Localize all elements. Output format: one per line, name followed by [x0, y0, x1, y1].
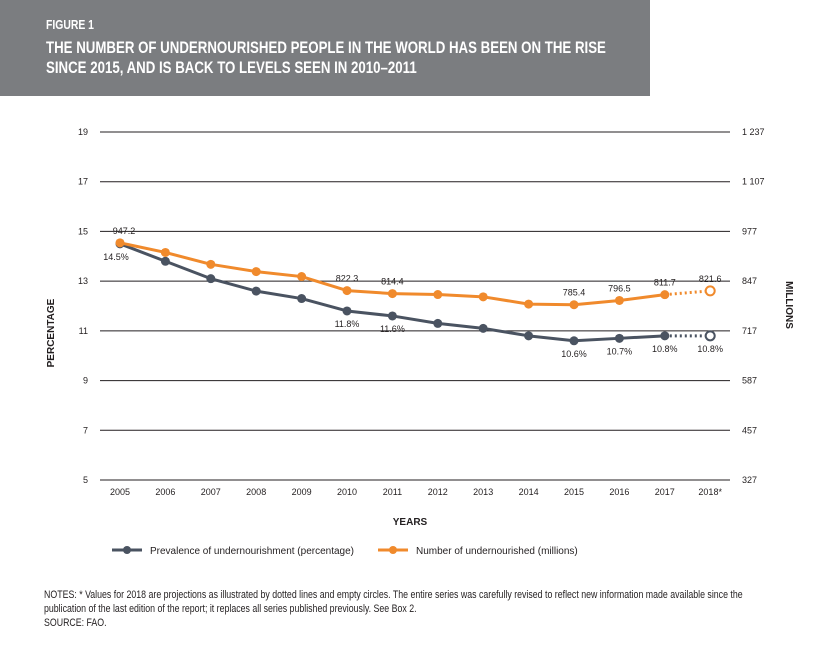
- data-label: 796.5: [608, 283, 631, 293]
- x-tick-label: 2016: [609, 487, 629, 497]
- data-label: 10.8%: [652, 344, 678, 354]
- data-point: [433, 318, 443, 328]
- data-label: 10.8%: [697, 344, 723, 354]
- x-tick-label: 2011: [383, 487, 402, 497]
- data-point-projected: [704, 285, 716, 297]
- notes: NOTES: * Values for 2018 are projections…: [44, 588, 780, 630]
- data-point: [660, 331, 670, 341]
- y-axis-left-title: PERCENTAGE: [46, 298, 57, 367]
- series-group: [115, 238, 716, 346]
- data-label: 11.8%: [335, 319, 360, 329]
- data-point: [478, 292, 488, 302]
- data-label: 10.7%: [607, 346, 633, 356]
- y-axis-left: 5 7 9 11 13 15 17 19: [78, 127, 88, 485]
- x-tick-label: 2005: [110, 487, 130, 497]
- y-left-tick-label: 15: [78, 226, 88, 236]
- y-left-tick-label: 7: [83, 425, 88, 435]
- data-point: [115, 238, 125, 248]
- y-axis-right: 327 457 587 717 847 977 1 107 1 237: [742, 127, 765, 485]
- legend-label-number: Number of undernourished (millions): [416, 546, 578, 557]
- data-point: [433, 290, 443, 300]
- y-axis-right-title: MILLIONS: [783, 281, 794, 329]
- data-point: [387, 289, 397, 299]
- y-left-tick-label: 11: [79, 326, 88, 336]
- data-label: 947.2: [113, 226, 136, 236]
- y-right-tick-label: 327: [742, 475, 757, 485]
- x-tick-label: 2009: [292, 487, 312, 497]
- y-left-tick-label: 19: [78, 127, 88, 137]
- data-label: 811.7: [654, 278, 676, 288]
- data-point: [251, 286, 261, 296]
- x-tick-label: 2007: [201, 487, 221, 497]
- legend-label-prevalence: Prevalence of undernourishment (percenta…: [150, 546, 354, 557]
- y-right-tick-label: 457: [742, 425, 757, 435]
- legend-marker-prevalence: [123, 546, 131, 554]
- data-point: [160, 247, 170, 257]
- y-right-tick-label: 1 237: [742, 127, 765, 137]
- data-point: [342, 286, 352, 296]
- y-left-tick-label: 13: [78, 276, 88, 286]
- y-left-tick-label: 17: [78, 177, 88, 187]
- data-label: 10.6%: [561, 349, 587, 359]
- data-point: [524, 331, 534, 341]
- data-point: [614, 295, 624, 305]
- figure-label: FIGURE 1: [46, 17, 94, 32]
- data-point: [569, 300, 579, 310]
- y-right-tick-label: 587: [742, 376, 757, 386]
- data-label: 821.6: [699, 274, 722, 284]
- figure-title: THE NUMBER OF UNDERNOURISHED PEOPLE IN T…: [46, 38, 606, 77]
- data-label: 14.5%: [103, 252, 129, 262]
- data-point: [614, 333, 624, 343]
- x-axis: 2005 2006 2007 2008 2009 2010 2011 2012 2013 2014…: [110, 487, 722, 497]
- x-tick-label: 2017: [655, 487, 675, 497]
- x-tick-label: 2014: [519, 487, 539, 497]
- x-tick-label: 2015: [564, 487, 584, 497]
- y-left-tick-label: 5: [83, 475, 88, 485]
- data-label: 814.4: [381, 277, 404, 287]
- y-right-tick-label: 977: [742, 226, 757, 236]
- legend-marker-number: [389, 546, 397, 554]
- x-axis-title: YEARS: [393, 517, 428, 528]
- figure-header: FIGURE 1 THE NUMBER OF UNDERNOURISHED PE…: [0, 0, 650, 96]
- data-point: [569, 336, 579, 346]
- data-point: [297, 272, 307, 282]
- data-point: [206, 274, 216, 284]
- x-tick-label: 2013: [473, 487, 493, 497]
- y-left-tick-label: 9: [83, 376, 88, 386]
- data-label: 11.6%: [380, 324, 405, 334]
- data-point-projected: [704, 330, 716, 342]
- data-point: [478, 323, 488, 333]
- data-point: [342, 306, 352, 316]
- data-point: [660, 290, 670, 300]
- x-tick-label: 2012: [428, 487, 448, 497]
- data-point: [206, 259, 216, 269]
- data-point: [387, 311, 397, 321]
- y-right-tick-label: 847: [742, 276, 757, 286]
- x-tick-label: 2006: [155, 487, 175, 497]
- y-right-tick-label: 717: [742, 326, 757, 336]
- data-label: 822.3: [336, 274, 359, 284]
- x-tick-label: 2018*: [698, 487, 722, 497]
- legend: Prevalence of undernourishment (percenta…: [112, 546, 578, 557]
- data-label: 785.4: [563, 288, 586, 298]
- source-text: SOURCE: FAO.: [44, 617, 107, 629]
- data-point: [251, 267, 261, 277]
- series-projection-line-1: [664, 289, 711, 297]
- gridlines: [100, 131, 730, 481]
- x-tick-label: 2008: [246, 487, 266, 497]
- data-point: [297, 294, 307, 304]
- y-right-tick-label: 1 107: [742, 177, 765, 187]
- notes-text: NOTES: * Values for 2018 are projections…: [44, 589, 743, 615]
- line-chart: 5 7 9 11 13 15 17 19 327 457 587 717 847 977 1 107 1 2…: [46, 127, 794, 557]
- data-point: [160, 256, 170, 266]
- data-point: [524, 299, 534, 309]
- x-tick-label: 2010: [337, 487, 357, 497]
- data-labels: 14.5% 11.8% 11.6% 10.6% 10.7% 10.8% 10.8% 947.2…: [103, 226, 723, 359]
